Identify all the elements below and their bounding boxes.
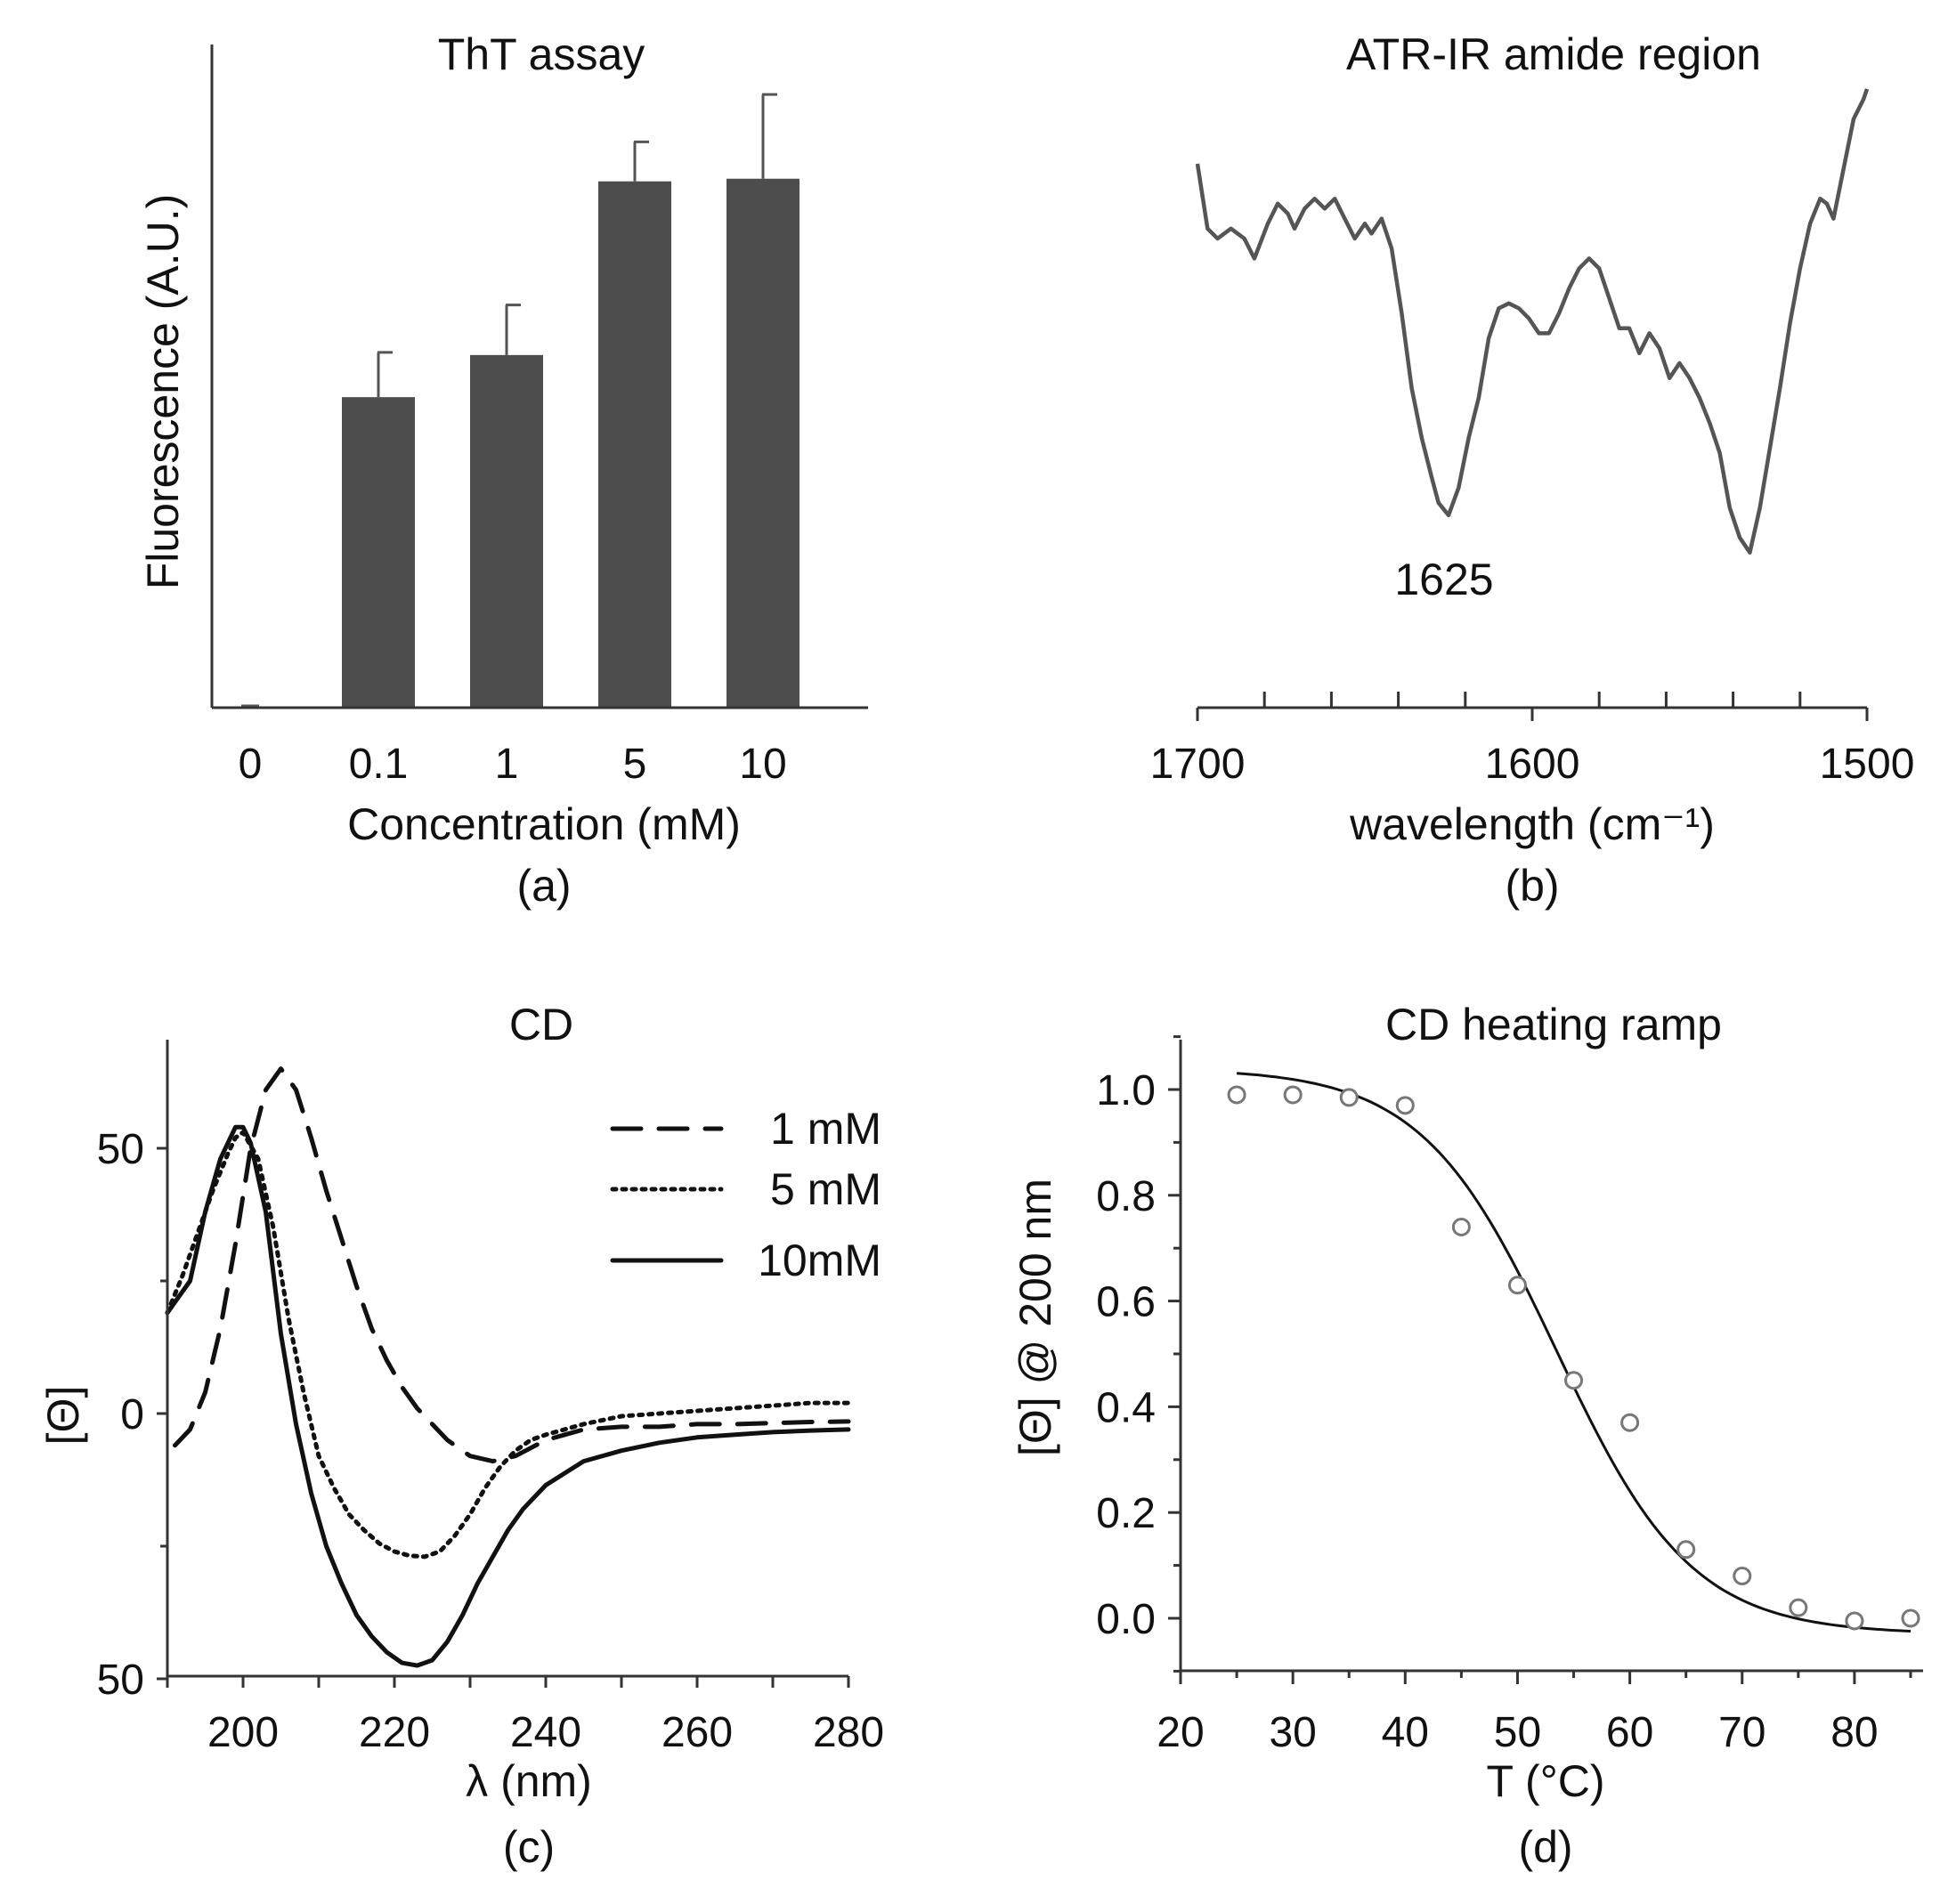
- chart-c-series-5mM: [165, 1130, 851, 1560]
- chart-b-x-tick-label: 1700: [1150, 741, 1246, 788]
- chart-a-x-tick-label: 10: [739, 741, 786, 788]
- chart-c-legend: 1 mM 5 mM 10mM: [610, 1104, 881, 1285]
- chart-c-series: [165, 1066, 851, 1668]
- chart-d-data-point: [1789, 1598, 1808, 1617]
- chart-d-y-tick-label: 0.0: [1096, 1596, 1156, 1643]
- chart-a-bar-0.1: [342, 397, 415, 708]
- chart-c-y-tick-label: 0: [120, 1391, 144, 1438]
- chart-c-x-tick-label: 280: [813, 1709, 884, 1756]
- chart-a-title: ThT assay: [438, 29, 645, 79]
- chart-d-x-tick-label: 70: [1718, 1709, 1765, 1756]
- chart-b-xlabel: wavelength (cm⁻¹): [1349, 799, 1715, 849]
- chart-d-ticks: 20 30 40 50 60 70 80 0.0 0.2 0.4 0.6 0.8 1.0: [1096, 1035, 1912, 1756]
- chart-d-y-tick-label: 0.4: [1096, 1384, 1156, 1431]
- chart-a-xlabel: Concentration (mM): [347, 799, 741, 849]
- chart-d-data-point: [1733, 1566, 1752, 1585]
- chart-c-x-tick-label: 260: [662, 1709, 733, 1756]
- chart-d-data-point: [1339, 1088, 1359, 1107]
- chart-a-error-bar-5: [633, 140, 649, 182]
- chart-d-data-point: [1564, 1371, 1584, 1390]
- chart-d-y-tick-label: 0.6: [1096, 1279, 1156, 1326]
- chart-d-x-tick-label: 80: [1830, 1709, 1878, 1756]
- chart-c-legend-label: 1 mM: [770, 1104, 881, 1154]
- chart-c-series-1mM: [173, 1066, 851, 1464]
- chart-b-title: ATR-IR amide region: [1346, 29, 1761, 79]
- panel-c-cd: CD [Θ] 200 220 240 260 280 50 0 50 1 mM 5 mM 10mM…: [38, 1000, 884, 1872]
- chart-b-panel-label: (b): [1505, 861, 1559, 911]
- chart-d-ylabel: [Θ] @ 200 nm: [1011, 1179, 1060, 1456]
- panel-b-atr-ir: ATR-IR amide region 1625 1700 1600 1500 wa…: [1150, 29, 1915, 911]
- panel-a-tht-assay: ThT assay Fluorescence (A.U.) 0 0.1 1 5 10 C…: [138, 29, 868, 911]
- chart-d-data-point: [1901, 1608, 1920, 1628]
- chart-d-title: CD heating ramp: [1385, 1000, 1722, 1049]
- chart-c-y-tick-label: 50: [97, 1657, 144, 1704]
- chart-d-x-tick-label: 20: [1157, 1709, 1204, 1756]
- chart-a-x-tick-label: 1: [495, 741, 519, 788]
- chart-d-x-tick-label: 60: [1606, 1709, 1653, 1756]
- chart-d-data-point: [1507, 1276, 1527, 1295]
- chart-c-ticks: 200 220 240 260 280 50 0 50: [97, 1126, 884, 1756]
- chart-b-x-tick-label: 1600: [1485, 741, 1580, 788]
- chart-a-x-tick-label: 0: [239, 741, 263, 788]
- chart-d-data-point: [1845, 1611, 1864, 1631]
- chart-d-data-point: [1227, 1085, 1246, 1105]
- chart-d-fit-curve: [1236, 1072, 1912, 1633]
- chart-d-x-tick-label: 50: [1494, 1709, 1541, 1756]
- chart-a-bar-1: [470, 354, 543, 708]
- chart-d-data-point: [1620, 1413, 1640, 1432]
- chart-a-error-bar-10: [761, 93, 777, 179]
- chart-b-x-tick-label: 1500: [1820, 741, 1915, 788]
- chart-c-y-tick-label: 50: [97, 1126, 144, 1173]
- chart-a-x-tick-label: 5: [623, 741, 647, 788]
- panel-d-cd-heating-ramp: CD heating ramp [Θ] @ 200 nm 20 30 40 50 60 7…: [1011, 1000, 1923, 1872]
- chart-d-y-tick-label: 0.8: [1096, 1173, 1156, 1220]
- chart-b-spectrum-line: [1195, 88, 1870, 555]
- chart-c-x-tick-label: 240: [510, 1709, 581, 1756]
- chart-c-x-tick-label: 220: [359, 1709, 430, 1756]
- chart-d-x-tick-label: 30: [1269, 1709, 1316, 1756]
- chart-a-bar-5: [598, 181, 671, 708]
- chart-c-legend-label: 10mM: [758, 1236, 881, 1285]
- chart-d-data-point: [1395, 1096, 1415, 1115]
- chart-c-series-10mM: [165, 1124, 851, 1668]
- chart-b-x-ticks: 1700 1600 1500: [1150, 692, 1915, 788]
- chart-b-peak-annotation: 1625: [1394, 555, 1493, 604]
- chart-d-xlabel: T (°C): [1487, 1756, 1605, 1806]
- chart-d-y-tick-label: 0.2: [1096, 1490, 1156, 1537]
- chart-d-points: [1227, 1085, 1920, 1631]
- chart-a-error-bar-0.1: [377, 351, 393, 398]
- chart-a-panel-label: (a): [516, 861, 571, 911]
- chart-c-x-tick-label: 200: [207, 1709, 279, 1756]
- chart-c-xlabel: λ (nm): [466, 1756, 592, 1806]
- chart-c-panel-label: (c): [503, 1822, 555, 1872]
- chart-c-ylabel: [Θ]: [38, 1386, 88, 1446]
- chart-a-x-ticks: 0 0.1 1 5 10: [239, 741, 787, 788]
- chart-d-y-tick-label: 1.0: [1096, 1067, 1156, 1114]
- chart-c-legend-label: 5 mM: [770, 1164, 881, 1214]
- chart-a-x-tick-label: 0.1: [349, 741, 409, 788]
- chart-d-panel-label: (d): [1518, 1822, 1572, 1872]
- chart-d-data-point: [1451, 1217, 1471, 1236]
- chart-d-x-tick-label: 40: [1382, 1709, 1429, 1756]
- chart-a-error-bar-1: [505, 304, 521, 355]
- chart-d-data-point: [1283, 1085, 1303, 1105]
- chart-d-data-point: [1676, 1540, 1696, 1560]
- chart-a-error-bars: [377, 93, 777, 398]
- chart-a-bars: [241, 178, 800, 708]
- chart-c-title: CD: [509, 1000, 573, 1049]
- chart-a-bar-10: [726, 178, 800, 708]
- chart-a-ylabel: Fluorescence (A.U.): [138, 194, 188, 590]
